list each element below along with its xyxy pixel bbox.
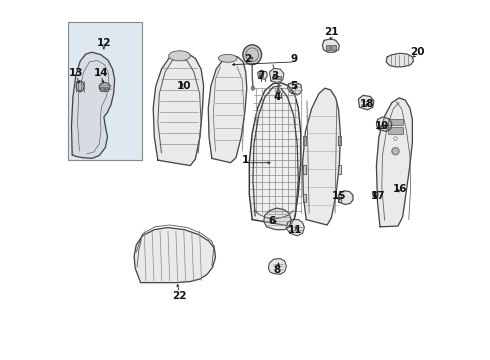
Text: 1: 1 <box>242 155 248 165</box>
Text: 7: 7 <box>257 71 264 81</box>
Bar <box>388 119 403 125</box>
Text: 11: 11 <box>288 225 303 235</box>
Text: 20: 20 <box>411 47 425 57</box>
Bar <box>259 73 263 77</box>
Text: 4: 4 <box>274 92 281 102</box>
Ellipse shape <box>373 192 378 197</box>
Text: 16: 16 <box>392 184 407 194</box>
Text: 12: 12 <box>97 38 111 48</box>
Ellipse shape <box>251 86 254 90</box>
Polygon shape <box>338 191 353 204</box>
Ellipse shape <box>99 83 110 92</box>
Text: 17: 17 <box>371 191 386 201</box>
Bar <box>385 125 388 128</box>
Bar <box>68 22 143 160</box>
Ellipse shape <box>219 54 237 62</box>
Bar <box>105 87 108 91</box>
Polygon shape <box>358 95 374 110</box>
Text: 13: 13 <box>69 68 84 78</box>
Bar <box>272 76 276 79</box>
Polygon shape <box>376 98 413 227</box>
Ellipse shape <box>392 148 399 155</box>
Text: 21: 21 <box>324 27 339 37</box>
Ellipse shape <box>277 82 280 84</box>
Polygon shape <box>269 258 286 274</box>
Polygon shape <box>303 165 306 174</box>
Text: 6: 6 <box>269 216 275 226</box>
Polygon shape <box>288 82 302 94</box>
Ellipse shape <box>76 81 84 92</box>
Text: 14: 14 <box>94 68 108 78</box>
Text: 22: 22 <box>172 291 187 301</box>
Text: 3: 3 <box>271 71 278 81</box>
Polygon shape <box>208 56 247 163</box>
Ellipse shape <box>169 51 190 61</box>
Polygon shape <box>303 136 306 145</box>
Polygon shape <box>264 208 291 230</box>
Polygon shape <box>134 228 216 283</box>
Polygon shape <box>249 83 301 226</box>
Polygon shape <box>270 68 284 83</box>
Polygon shape <box>338 194 342 202</box>
Polygon shape <box>386 53 414 67</box>
Text: 19: 19 <box>375 121 389 131</box>
Polygon shape <box>322 39 339 52</box>
Polygon shape <box>303 88 341 225</box>
Polygon shape <box>286 220 304 236</box>
Polygon shape <box>303 194 306 202</box>
Bar <box>331 45 336 50</box>
Polygon shape <box>338 136 342 145</box>
Text: 8: 8 <box>274 265 281 275</box>
Text: 9: 9 <box>290 54 297 64</box>
Polygon shape <box>376 117 392 131</box>
Polygon shape <box>153 52 204 166</box>
Text: 2: 2 <box>244 54 251 64</box>
Polygon shape <box>338 165 342 174</box>
Text: 18: 18 <box>360 99 375 109</box>
Polygon shape <box>258 70 268 79</box>
Ellipse shape <box>243 45 262 65</box>
Bar <box>388 127 403 134</box>
Text: 15: 15 <box>331 191 346 201</box>
Ellipse shape <box>277 90 280 93</box>
Text: 5: 5 <box>290 81 297 91</box>
Bar <box>277 76 281 79</box>
Polygon shape <box>72 52 115 158</box>
Bar <box>380 125 384 128</box>
Bar <box>326 45 330 50</box>
Bar <box>100 87 104 91</box>
Text: 10: 10 <box>176 81 191 91</box>
